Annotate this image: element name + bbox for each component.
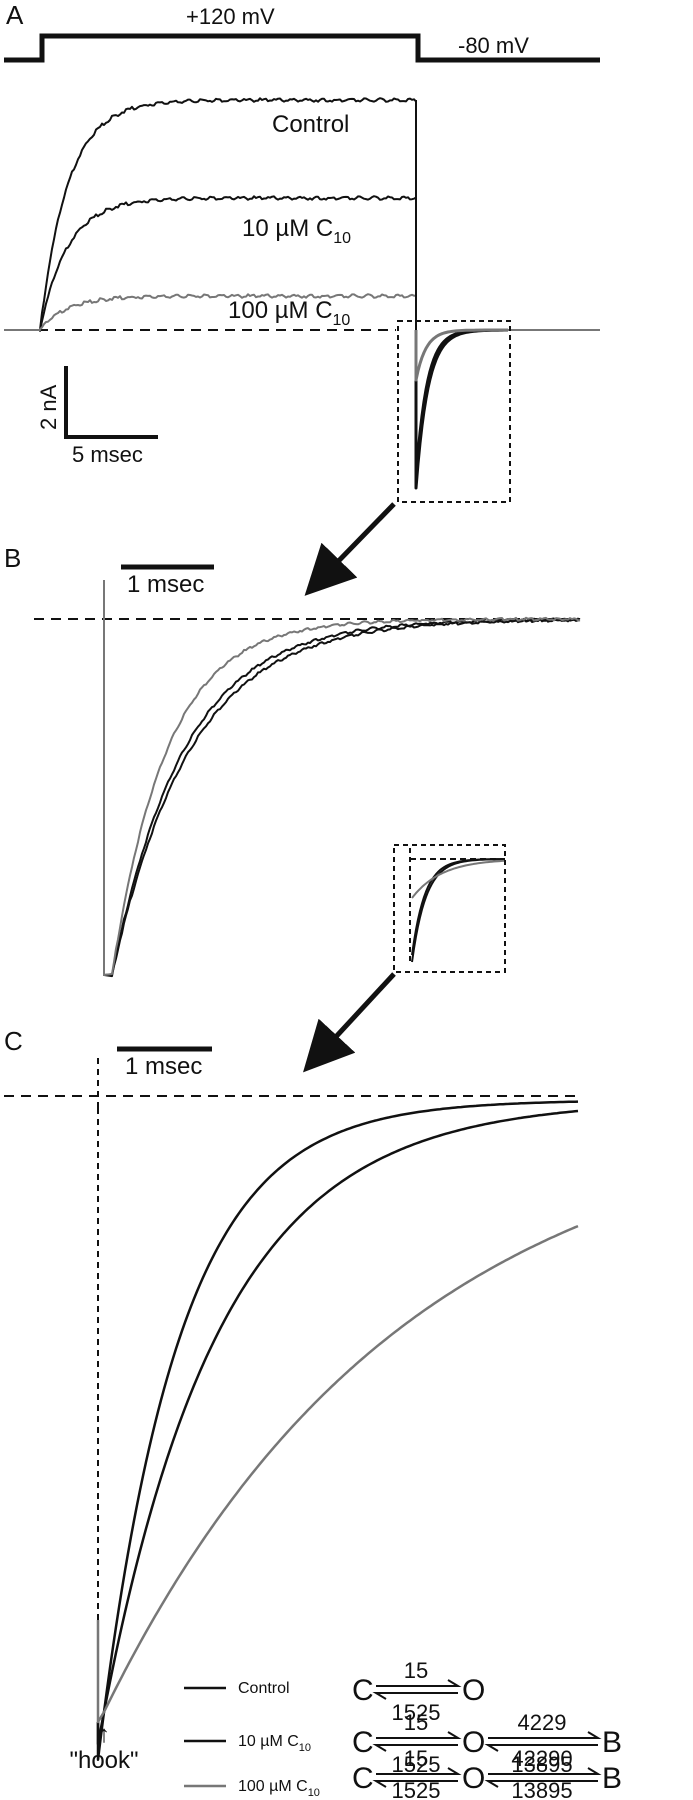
scheme-1-back-arrow bbox=[372, 1692, 458, 1700]
c10-100um-tail-trace bbox=[414, 328, 508, 382]
panel-b-control-trace bbox=[103, 580, 581, 976]
control-trace-label: Control bbox=[272, 111, 349, 138]
inset-c10-10um-trace bbox=[411, 858, 504, 956]
panel-b-inset-traces bbox=[411, 858, 505, 963]
c10-100um-trace bbox=[4, 293, 417, 331]
panel-b-c10-10um-trace bbox=[103, 580, 581, 978]
panel-a-scale-bar bbox=[64, 366, 158, 439]
scheme-3-back-arrow bbox=[372, 1780, 458, 1788]
c10-10um-trace bbox=[4, 195, 417, 332]
scheme-1-k-back: 1525 bbox=[392, 1700, 441, 1725]
scheme-3-unblock-arrow bbox=[484, 1780, 598, 1788]
scheme-2-k-unblock: 13895 bbox=[511, 1752, 572, 1777]
scale-bar-current-label: 2 nA bbox=[36, 384, 61, 430]
c10-10um-trace-label: 10 µM C10 bbox=[242, 215, 351, 247]
scheme-3-k-back: 1525 bbox=[392, 1778, 441, 1800]
scheme-2-state-b: B bbox=[602, 1726, 622, 1759]
panel-b-zoom-box bbox=[393, 844, 506, 973]
scheme-2-state-c: C bbox=[352, 1726, 374, 1759]
panel-b-scale-bar-label: 1 msec bbox=[127, 571, 204, 598]
control-trace bbox=[4, 97, 417, 331]
c10-10um-tail-trace bbox=[414, 328, 508, 480]
legend-label-c10-10um: 10 µM C10 bbox=[238, 1733, 311, 1754]
panel-b: B 1 msec bbox=[4, 543, 581, 978]
scheme-2-unblock-arrow bbox=[484, 1744, 598, 1752]
scheme-3-state-o: O bbox=[462, 1762, 485, 1795]
panel-b-letter: B bbox=[4, 543, 21, 573]
scheme-2-back-arrow bbox=[372, 1744, 458, 1752]
kinetic-scheme-c10-100um: C 15 1525 O 42290 13895 B bbox=[352, 1746, 622, 1800]
legend: Control 10 µM C10 100 µM C10 bbox=[184, 1680, 320, 1799]
hook-label: "hook" bbox=[69, 1747, 138, 1774]
inset-c10-100um-trace bbox=[411, 859, 505, 899]
panel-c-control-trace bbox=[96, 1100, 579, 1761]
inset-control-trace bbox=[411, 858, 505, 963]
scheme-3-k-block: 42290 bbox=[511, 1746, 572, 1771]
scheme-2-state-o: O bbox=[462, 1726, 485, 1759]
voltage-protocol bbox=[4, 33, 600, 63]
scheme-1-state-o: O bbox=[462, 1674, 485, 1707]
hook-arrow-icon: ↑ bbox=[98, 1721, 110, 1748]
scheme-2-block-arrow bbox=[488, 1731, 602, 1739]
panel-c-letter: C bbox=[4, 1026, 23, 1056]
panel-a: A +120 mV -80 mV Control 10 µM C10 100 µ… bbox=[4, 0, 600, 503]
zoom-arrow-b-to-c bbox=[303, 972, 396, 1073]
kinetic-scheme-control: C 15 1525 O bbox=[352, 1658, 485, 1725]
scheme-1-state-c: C bbox=[352, 1674, 374, 1707]
panel-c-c10-100um-trace bbox=[96, 1224, 579, 1724]
scheme-1-k-forward: 15 bbox=[404, 1658, 428, 1683]
scheme-3-state-b: B bbox=[602, 1762, 622, 1795]
scheme-2-k-block: 4229 bbox=[518, 1710, 567, 1735]
panel-b-traces bbox=[103, 580, 581, 978]
c10-100um-trace-label: 100 µM C10 bbox=[228, 297, 350, 329]
scale-bar-time-label: 5 msec bbox=[72, 442, 143, 467]
panel-c: C 1 msec ↑ "hook" Control 10 µM C10 100 … bbox=[4, 1026, 622, 1800]
scheme-1-forward-arrow bbox=[376, 1679, 462, 1687]
scheme-3-k-unblock: 13895 bbox=[511, 1778, 572, 1800]
panel-b-c10-100um-trace bbox=[103, 580, 581, 976]
panel-c-c10-10um-trace bbox=[96, 1109, 579, 1746]
scheme-3-k-forward: 15 bbox=[404, 1746, 428, 1771]
panel-c-scale-bar-label: 1 msec bbox=[125, 1053, 202, 1080]
holding-potential-label: -80 mV bbox=[458, 33, 529, 58]
zoom-arrow-a-to-b bbox=[304, 502, 396, 596]
panel-a-traces bbox=[4, 97, 508, 490]
scheme-3-block-arrow bbox=[488, 1767, 602, 1775]
kinetic-scheme-c10-10um: C 15 1525 O 4229 13895 B bbox=[352, 1710, 622, 1777]
scheme-3-state-c: C bbox=[352, 1762, 374, 1795]
legend-label-control: Control bbox=[238, 1680, 290, 1697]
scheme-2-k-forward: 15 bbox=[404, 1710, 428, 1735]
panel-a-letter: A bbox=[6, 0, 24, 30]
scheme-2-forward-arrow bbox=[376, 1731, 462, 1739]
control-tail-trace bbox=[414, 328, 508, 490]
scheme-2-k-back: 1525 bbox=[392, 1752, 441, 1777]
panel-c-traces bbox=[96, 1100, 579, 1761]
panel-a-zoom-box bbox=[397, 320, 511, 503]
scheme-3-forward-arrow bbox=[376, 1767, 462, 1775]
legend-label-c10-100um: 100 µM C10 bbox=[238, 1778, 320, 1799]
voltage-step-label: +120 mV bbox=[186, 4, 275, 29]
